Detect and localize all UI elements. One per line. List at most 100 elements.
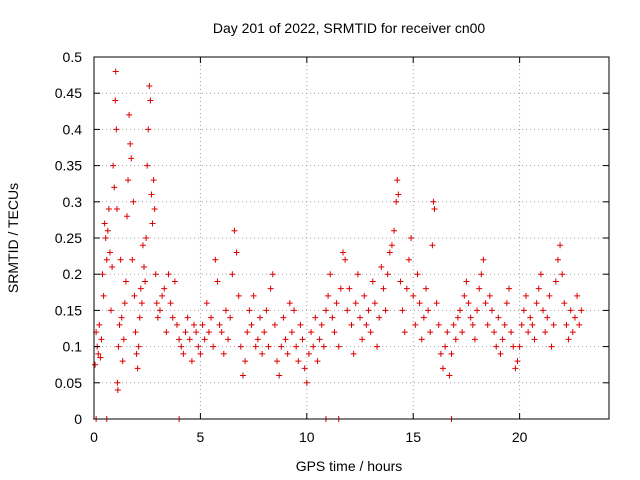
data-point <box>284 350 291 357</box>
data-point <box>471 336 478 343</box>
data-point <box>394 177 401 184</box>
data-point <box>374 343 381 350</box>
data-point <box>148 191 155 198</box>
data-point <box>267 285 274 292</box>
data-point <box>325 292 332 299</box>
data-point <box>465 300 472 307</box>
data-point <box>233 249 240 256</box>
data-point <box>459 329 466 336</box>
data-point <box>235 292 242 299</box>
data-point <box>567 307 574 314</box>
data-point <box>305 350 312 357</box>
data-point <box>430 198 437 205</box>
data-point <box>505 285 512 292</box>
data-point <box>574 292 581 299</box>
data-point <box>427 329 434 336</box>
y-tick-label: 0.35 <box>55 158 82 174</box>
data-point <box>153 300 160 307</box>
data-point <box>452 336 459 343</box>
data-point <box>408 235 415 241</box>
data-point <box>469 321 476 328</box>
data-point <box>186 336 193 343</box>
data-point <box>429 242 436 249</box>
data-point <box>100 292 107 299</box>
data-point <box>293 343 300 350</box>
data-point <box>203 300 210 307</box>
data-point <box>422 285 429 292</box>
data-point <box>95 350 102 357</box>
data-point <box>303 379 310 386</box>
data-point <box>386 249 393 256</box>
data-point <box>134 365 141 372</box>
data-point <box>367 329 374 336</box>
data-point <box>344 307 351 314</box>
data-point <box>114 379 121 386</box>
data-point <box>119 358 126 365</box>
data-point <box>212 256 219 263</box>
data-point <box>322 307 329 314</box>
y-tick-label: 0.1 <box>63 339 83 355</box>
data-point <box>143 235 150 241</box>
data-point <box>278 343 285 350</box>
data-point <box>376 314 383 321</box>
data-point <box>237 343 244 350</box>
data-point <box>569 329 576 336</box>
data-point <box>114 387 121 394</box>
data-point <box>138 300 145 307</box>
data-point <box>197 350 204 357</box>
data-point <box>354 271 361 278</box>
data-point <box>440 365 447 372</box>
data-point <box>523 292 530 299</box>
data-point <box>314 358 321 365</box>
data-point <box>540 307 547 314</box>
data-point <box>488 307 495 314</box>
data-point <box>229 271 236 278</box>
y-tick-label: 0 <box>74 411 82 427</box>
data-point <box>359 336 366 343</box>
data-point <box>106 249 113 256</box>
data-point <box>216 321 223 328</box>
data-point <box>329 314 336 321</box>
data-point <box>363 321 370 328</box>
data-point <box>98 336 105 343</box>
data-point <box>497 350 504 357</box>
data-point <box>425 307 432 314</box>
data-point <box>105 206 112 213</box>
data-point <box>395 191 402 198</box>
data-point <box>113 206 120 213</box>
data-point <box>156 307 163 314</box>
data-point <box>442 343 449 350</box>
data-point <box>149 220 156 227</box>
data-point <box>403 285 410 292</box>
data-point <box>357 314 364 321</box>
data-point <box>103 256 110 263</box>
data-point <box>165 271 172 278</box>
data-point <box>244 329 251 336</box>
data-point <box>112 97 119 104</box>
data-point <box>137 285 144 292</box>
data-point <box>225 336 232 343</box>
data-point <box>444 329 451 336</box>
data-point <box>280 314 287 321</box>
data-point <box>378 263 385 270</box>
data-point <box>122 278 129 285</box>
data-point <box>420 314 427 321</box>
data-point <box>369 278 376 285</box>
data-point <box>167 300 174 307</box>
data-point <box>297 321 304 328</box>
data-point <box>144 162 151 169</box>
data-point <box>531 336 538 343</box>
data-point <box>414 271 421 278</box>
data-point <box>131 292 138 299</box>
data-point <box>361 292 368 299</box>
data-point <box>503 300 510 307</box>
data-point <box>571 314 578 321</box>
data-point <box>259 350 266 357</box>
data-point <box>554 256 561 263</box>
data-point <box>254 336 261 343</box>
y-tick-label: 0.3 <box>63 194 83 210</box>
data-point <box>176 336 183 343</box>
data-point <box>467 314 474 321</box>
data-point <box>327 271 334 278</box>
